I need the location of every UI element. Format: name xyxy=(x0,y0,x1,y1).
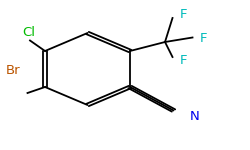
Text: Br: Br xyxy=(6,64,20,77)
Text: N: N xyxy=(190,111,200,123)
Text: F: F xyxy=(180,9,188,21)
Text: Cl: Cl xyxy=(22,27,35,39)
Text: F: F xyxy=(180,54,188,66)
Text: F: F xyxy=(200,33,207,45)
